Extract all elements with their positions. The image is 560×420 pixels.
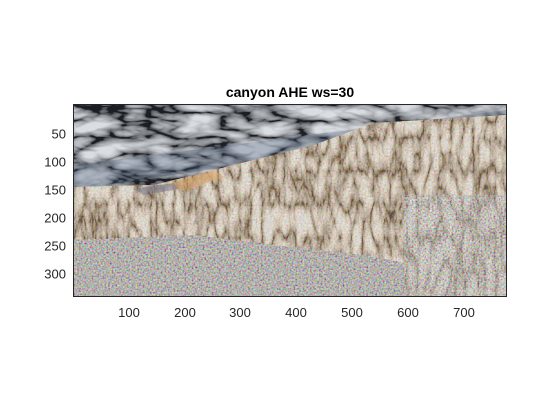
plot-title: canyon AHE ws=30: [225, 84, 355, 100]
y-tick-label: 300: [44, 266, 66, 282]
x-tick-label: 400: [285, 305, 307, 320]
image-axes[interactable]: [73, 104, 507, 297]
x-tick-label: 200: [174, 305, 196, 320]
y-tick-label: 200: [44, 210, 66, 226]
canyon-image: [74, 105, 506, 296]
x-tick-label: 500: [341, 305, 363, 320]
y-tick-label: 150: [44, 182, 66, 198]
y-tick-label: 250: [44, 238, 66, 254]
x-tick-label: 100: [118, 305, 140, 320]
y-tick-label: 50: [51, 126, 66, 142]
y-tick-label: 100: [44, 154, 66, 170]
x-tick-label: 700: [453, 305, 475, 320]
x-tick-label: 600: [397, 305, 419, 320]
x-tick-label: 300: [229, 305, 251, 320]
